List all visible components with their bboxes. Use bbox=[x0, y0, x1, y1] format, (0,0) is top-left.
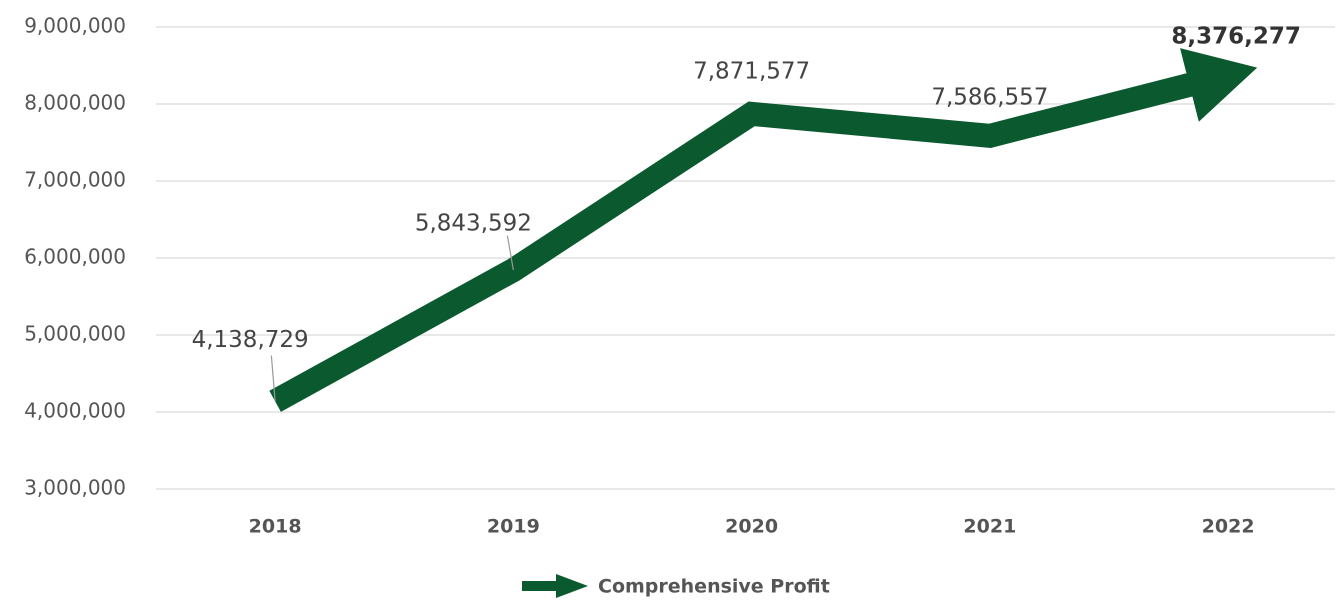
y-tick-label: 7,000,000 bbox=[24, 168, 126, 192]
leader-line bbox=[506, 235, 514, 271]
y-tick-label: 9,000,000 bbox=[24, 14, 126, 38]
data-label: 7,871,577 bbox=[693, 58, 810, 84]
x-tick-label: 2018 bbox=[249, 516, 302, 538]
data-label: 4,138,729 bbox=[192, 327, 309, 353]
x-tick-label: 2019 bbox=[487, 516, 540, 538]
profit-line bbox=[269, 48, 1258, 412]
y-tick-label: 6,000,000 bbox=[24, 245, 126, 269]
data-label: 5,843,592 bbox=[415, 211, 532, 237]
data-label: 8,376,277 bbox=[1171, 24, 1301, 50]
x-tick-label: 2020 bbox=[725, 516, 778, 538]
y-tick-label: 8,000,000 bbox=[24, 91, 126, 115]
y-tick-label: 4,000,000 bbox=[24, 399, 126, 423]
legend-swatch-head bbox=[556, 574, 588, 598]
x-tick-label: 2022 bbox=[1202, 516, 1255, 538]
leader-line bbox=[270, 355, 276, 402]
y-tick-label: 5,000,000 bbox=[24, 322, 126, 346]
x-tick-label: 2021 bbox=[963, 516, 1016, 538]
data-label: 7,586,557 bbox=[931, 84, 1048, 110]
legend-label: Comprehensive Profit bbox=[598, 576, 830, 598]
y-tick-label: 3,000,000 bbox=[24, 476, 126, 500]
